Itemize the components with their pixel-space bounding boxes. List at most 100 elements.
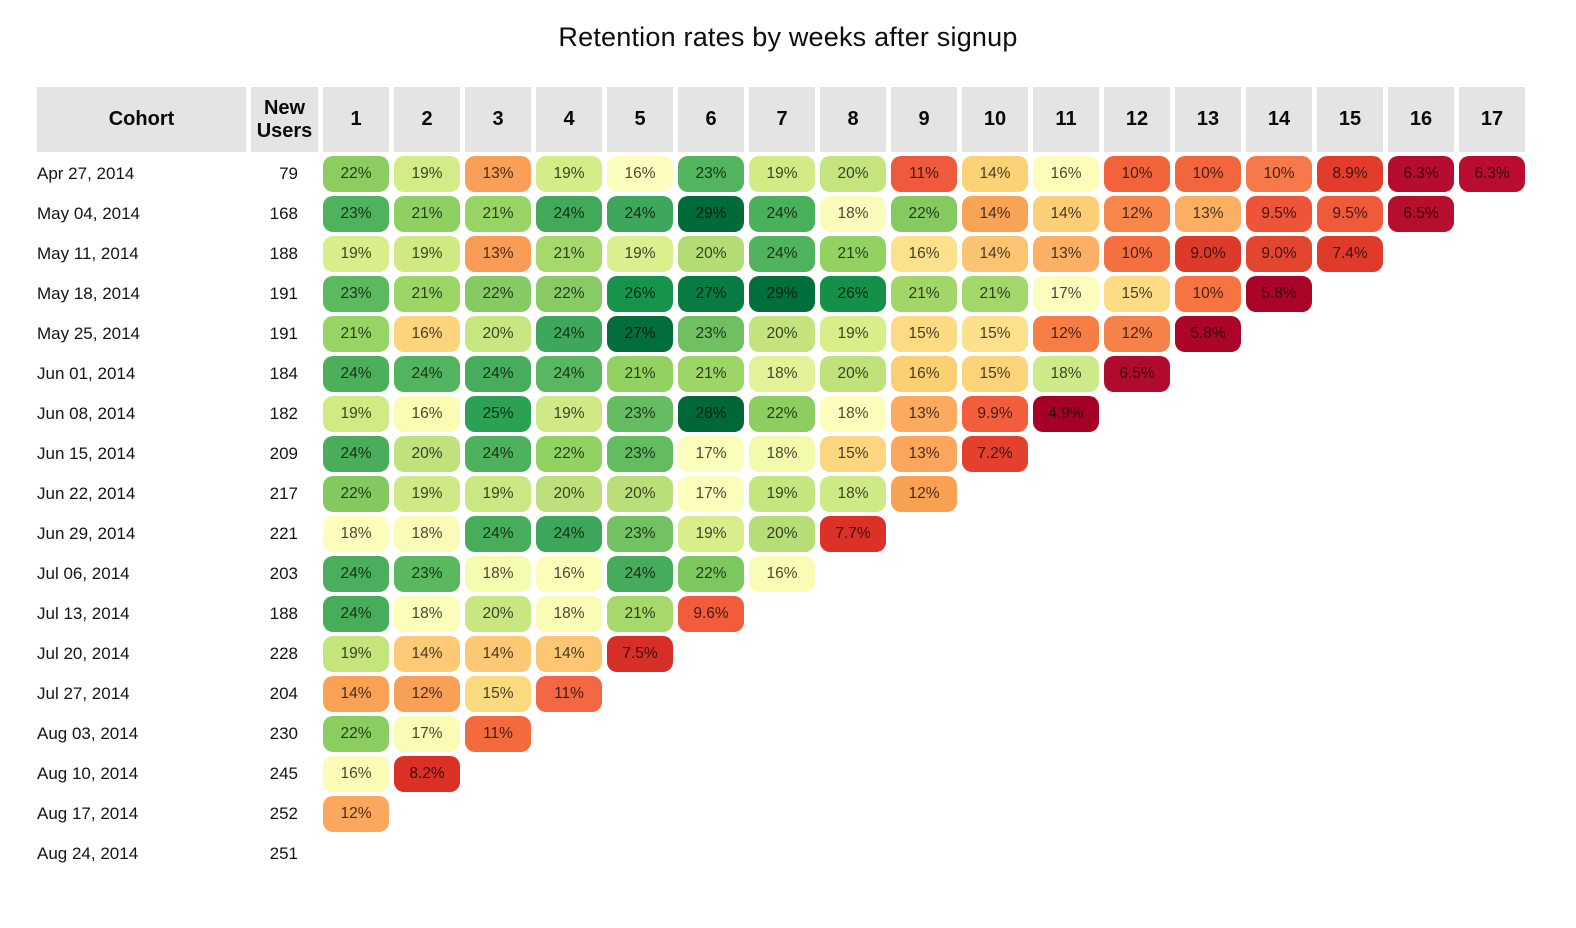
page-title: Retention rates by weeks after signup	[558, 22, 1018, 52]
table-row: Apr 27, 2014 79 22% 19% 13% 19% 16% 23% 19% 20% 11…	[37, 156, 1576, 192]
retention-cell: 16%	[323, 756, 389, 792]
retention-cell: 18%	[749, 356, 815, 392]
retention-cell: 20%	[820, 156, 886, 192]
retention-cell: 12%	[891, 476, 957, 512]
retention-cell: 9.5%	[1317, 196, 1383, 232]
row-new-users: 168	[269, 204, 298, 223]
row-label-cohort: May 25, 2014	[37, 324, 141, 343]
retention-cell: 5.8%	[1246, 276, 1312, 312]
retention-cell: 24%	[323, 556, 389, 592]
header-cell-week: 12	[1104, 87, 1170, 152]
retention-cell: 15%	[962, 316, 1028, 352]
table-row: May 25, 2014 191 21% 16% 20% 24% 27% 23% 20% 19% 1…	[37, 316, 1576, 352]
table-row: Aug 03, 2014 230 22% 17% 11%	[37, 716, 1576, 752]
retention-cell: 15%	[891, 316, 957, 352]
retention-cell: 11%	[465, 716, 531, 752]
row-label-cohort: Jun 08, 2014	[37, 404, 136, 423]
retention-cell: 23%	[394, 556, 460, 592]
retention-cell: 13%	[891, 396, 957, 432]
table-row: Jun 08, 2014 182 19% 16% 25% 19% 23% 28% 22% 18% 1…	[37, 396, 1576, 432]
retention-cell: 19%	[749, 156, 815, 192]
retention-cell: 26%	[607, 276, 673, 312]
retention-cell: 16%	[891, 236, 957, 272]
retention-cell: 10%	[1104, 236, 1170, 272]
retention-cell: 10%	[1175, 156, 1241, 192]
table-row: Jul 13, 2014 188 24% 18% 20% 18% 21% 9.6%	[37, 596, 1576, 632]
retention-cell: 14%	[536, 636, 602, 672]
retention-cell: 16%	[607, 156, 673, 192]
retention-cell: 17%	[394, 716, 460, 752]
retention-cell: 24%	[323, 596, 389, 632]
retention-cell: 22%	[749, 396, 815, 432]
header-cell-week: 11	[1033, 87, 1099, 152]
retention-cell: 9.0%	[1175, 236, 1241, 272]
retention-cell: 12%	[1104, 196, 1170, 232]
retention-cell: 21%	[891, 276, 957, 312]
retention-cell: 14%	[962, 156, 1028, 192]
retention-cell: 24%	[465, 516, 531, 552]
row-new-users: 79	[279, 164, 298, 183]
retention-table: Cohort New Users 1 2 3 4 5 6 7 8 9 10 11 12 13 14 15 16 17…	[37, 87, 1576, 872]
retention-cell: 24%	[323, 436, 389, 472]
header-cell-week: 8	[820, 87, 886, 152]
retention-cell: 24%	[323, 356, 389, 392]
row-new-users: 209	[269, 444, 298, 463]
row-label-cohort: Aug 17, 2014	[37, 804, 139, 823]
retention-cell: 16%	[749, 556, 815, 592]
retention-cell: 15%	[820, 436, 886, 472]
row-label-cohort: Aug 03, 2014	[37, 724, 139, 743]
retention-cell: 24%	[394, 356, 460, 392]
retention-cell: 29%	[678, 196, 744, 232]
row-label-cohort: Jun 22, 2014	[37, 484, 136, 503]
row-new-users: 251	[269, 844, 298, 863]
retention-cell: 4.9%	[1033, 396, 1099, 432]
retention-cell: 10%	[1246, 156, 1312, 192]
row-label-cohort: May 04, 2014	[37, 204, 141, 223]
retention-cell: 20%	[820, 356, 886, 392]
row-label-cohort: Aug 24, 2014	[37, 844, 139, 863]
header-cell-week: 3	[465, 87, 531, 152]
row-new-users: 182	[269, 404, 298, 423]
retention-cell: 23%	[678, 316, 744, 352]
retention-cell: 14%	[962, 236, 1028, 272]
retention-cell: 14%	[962, 196, 1028, 232]
retention-cell: 9.9%	[962, 396, 1028, 432]
row-new-users: 221	[269, 524, 298, 543]
header-cell-week: 15	[1317, 87, 1383, 152]
retention-cell: 21%	[323, 316, 389, 352]
table-row: Jul 27, 2014 204 14% 12% 15% 11%	[37, 676, 1576, 712]
row-label-cohort: Jun 15, 2014	[37, 444, 136, 463]
retention-cell: 11%	[536, 676, 602, 712]
table-row: Aug 10, 2014 245 16% 8.2%	[37, 756, 1576, 792]
retention-cell: 14%	[465, 636, 531, 672]
retention-cell: 19%	[323, 236, 389, 272]
retention-cell: 7.7%	[820, 516, 886, 552]
header-cell-week: 16	[1388, 87, 1454, 152]
retention-cell: 18%	[394, 516, 460, 552]
retention-cell: 18%	[1033, 356, 1099, 392]
table-row: Jul 06, 2014 203 24% 23% 18% 16% 24% 22% 16%	[37, 556, 1576, 592]
table-row: Aug 24, 2014 251	[37, 836, 1576, 872]
retention-cell: 18%	[323, 516, 389, 552]
retention-cell: 27%	[678, 276, 744, 312]
row-label-cohort: Jun 01, 2014	[37, 364, 136, 383]
table-header-row: Cohort New Users 1 2 3 4 5 6 7 8 9 10 11 12 13 14 15 16 17	[37, 87, 1576, 152]
retention-cell: 9.0%	[1246, 236, 1312, 272]
retention-cell: 19%	[607, 236, 673, 272]
retention-cell: 24%	[536, 356, 602, 392]
header-cell-week: 6	[678, 87, 744, 152]
row-new-users: 245	[269, 764, 298, 783]
retention-cell: 19%	[323, 636, 389, 672]
retention-cell: 28%	[678, 396, 744, 432]
retention-cell: 7.5%	[607, 636, 673, 672]
retention-cell: 17%	[678, 476, 744, 512]
retention-cell: 21%	[678, 356, 744, 392]
retention-cell: 18%	[820, 396, 886, 432]
retention-cell: 22%	[678, 556, 744, 592]
retention-cell: 23%	[607, 396, 673, 432]
row-label-cohort: Jul 06, 2014	[37, 564, 130, 583]
header-cell-week: 7	[749, 87, 815, 152]
retention-cell: 18%	[394, 596, 460, 632]
retention-cell: 19%	[323, 396, 389, 432]
retention-cell: 20%	[678, 236, 744, 272]
